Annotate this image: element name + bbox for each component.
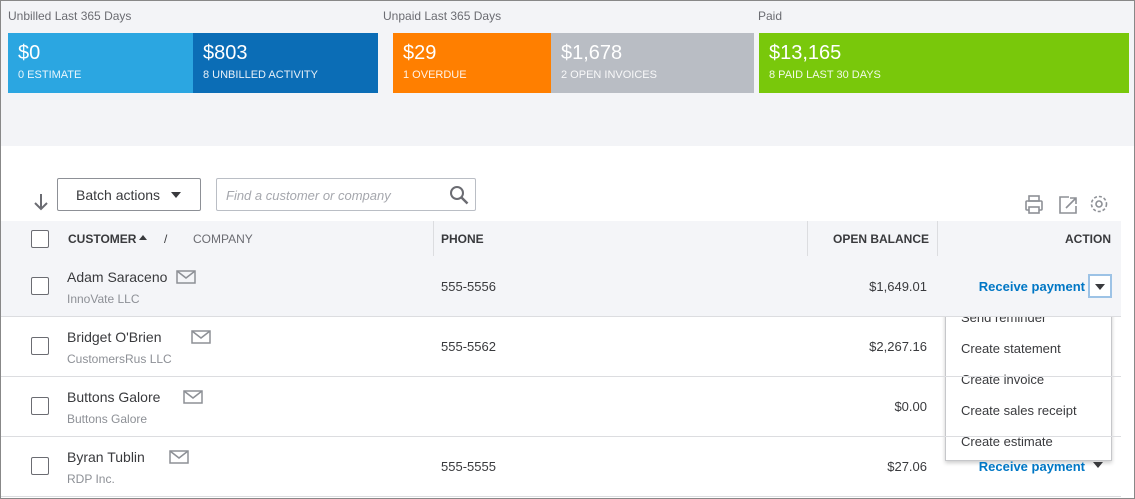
tile-amount: $803 [203, 42, 248, 64]
phone: 555-5562 [441, 339, 496, 354]
open-balance: $27.06 [887, 459, 927, 474]
menu-item[interactable]: Create estimate [961, 434, 1053, 449]
phone-header[interactable]: PHONE [441, 232, 484, 246]
customer-header[interactable]: CUSTOMER [68, 232, 137, 246]
col-divider [807, 221, 808, 256]
search-box[interactable]: Find a customer or company [216, 178, 476, 211]
email-icon[interactable] [176, 270, 196, 289]
email-icon[interactable] [190, 330, 211, 349]
open-balance: $2,267.16 [869, 339, 927, 354]
summary-tile[interactable]: $803 8 UNBILLED ACTIVITY [193, 33, 378, 93]
row-checkbox[interactable] [31, 337, 49, 355]
customer-name[interactable]: Bridget O'Brien [67, 329, 162, 345]
customer-name[interactable]: Buttons Galore [67, 389, 161, 405]
batch-actions-label: Batch actions [76, 187, 161, 203]
settings-icon[interactable] [1090, 195, 1108, 213]
tile-caption: 2 OPEN INVOICES [561, 69, 657, 81]
email-icon[interactable] [183, 390, 203, 409]
row-checkbox[interactable] [31, 277, 49, 295]
select-all-checkbox[interactable] [31, 230, 49, 248]
customer-row: Adam Saraceno InnoVate LLC 555-5556 $1,649.… [1, 256, 1121, 317]
company-name: CustomersRus LLC [67, 352, 172, 366]
row-checkbox[interactable] [31, 457, 49, 475]
menu-item[interactable]: Create invoice [961, 372, 1045, 387]
company-name: InnoVate LLC [67, 292, 140, 306]
action-caret[interactable] [1088, 454, 1112, 478]
group-label: Unbilled Last 365 Days [8, 9, 132, 23]
menu-item[interactable]: Create sales receipt [961, 403, 1077, 418]
tile-caption: 8 PAID LAST 30 DAYS [769, 69, 881, 81]
search-placeholder: Find a customer or company [226, 188, 391, 203]
table-tools [1025, 195, 1108, 214]
action-link[interactable]: Receive payment [978, 459, 1085, 474]
tile-caption: 8 UNBILLED ACTIVITY [203, 69, 318, 81]
customer-row: Byran Tublin RDP Inc. 555-5555 $27.06 Receiv… [1, 436, 1121, 497]
action-header: ACTION [1065, 232, 1111, 246]
company-name: RDP Inc. [67, 472, 115, 486]
summary-tile[interactable]: $1,678 2 OPEN INVOICES [551, 33, 754, 93]
menu-item[interactable]: Create statement [961, 341, 1061, 356]
action-dropdown: Send reminder Create statement Create invo… [945, 299, 1112, 461]
action-caret[interactable] [1088, 274, 1112, 298]
group-label: Paid [758, 9, 783, 23]
company-name: Buttons Galore [67, 412, 148, 426]
action-link[interactable]: Receive payment [978, 279, 1085, 294]
customer-row: Buttons Galore Buttons Galore $0.00 [1, 376, 1121, 437]
search-icon [450, 186, 469, 205]
open-balance-header[interactable]: OPEN BALANCE [832, 232, 929, 246]
table-header [1, 221, 1121, 257]
caret [171, 192, 181, 198]
tile-amount: $0 [18, 42, 41, 64]
open-balance: $0.00 [894, 399, 927, 414]
row-checkbox[interactable] [31, 397, 49, 415]
header-separator: / [164, 232, 168, 246]
company-header[interactable]: COMPANY [193, 232, 253, 246]
sort-asc-icon [139, 235, 147, 240]
tile-caption: 1 OVERDUE [403, 69, 467, 81]
batch-actions-button[interactable]: Batch actions [57, 178, 201, 211]
phone: 555-5555 [441, 459, 496, 474]
customer-name[interactable]: Byran Tublin [67, 449, 145, 465]
tile-amount: $29 [403, 42, 437, 64]
open-balance: $1,649.01 [869, 279, 927, 294]
tile-caption: 0 ESTIMATE [18, 69, 82, 81]
summary-tile[interactable]: $0 0 ESTIMATE [8, 33, 193, 93]
tile-amount: $13,165 [769, 42, 842, 64]
export-icon[interactable] [1059, 196, 1077, 214]
summary-tile[interactable]: $29 1 OVERDUE [393, 33, 551, 93]
customer-row: Bridget O'Brien CustomersRus LLC 555-5562 $… [1, 316, 1121, 377]
summary-tile[interactable]: $13,165 8 PAID LAST 30 DAYS [759, 33, 1129, 93]
group-label: Unpaid Last 365 Days [383, 9, 502, 23]
col-divider [937, 221, 938, 256]
col-divider [433, 221, 434, 256]
phone: 555-5556 [441, 279, 496, 294]
email-icon[interactable] [168, 450, 189, 469]
customer-name[interactable]: Adam Saraceno [67, 269, 168, 285]
sort-icon[interactable] [32, 192, 50, 212]
tile-amount: $1,678 [561, 42, 623, 64]
print-icon[interactable] [1025, 195, 1043, 214]
